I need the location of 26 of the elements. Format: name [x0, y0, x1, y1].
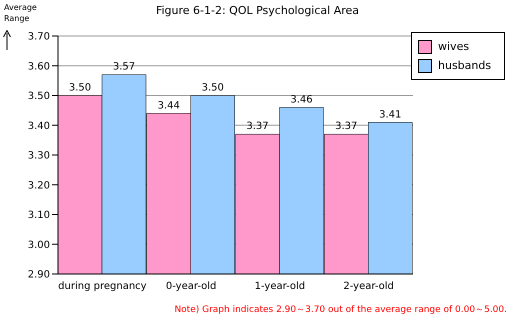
- y-axis-title: Average Range: [4, 2, 38, 24]
- y-tick-label: 3.30: [28, 150, 50, 162]
- chart-title: Figure 6-1-2: QOL Psychological Area: [156, 4, 360, 17]
- y-tick-label: 3.10: [28, 210, 50, 222]
- data-label: 3.46: [290, 94, 313, 106]
- data-label: 3.37: [335, 121, 358, 132]
- data-label: 3.44: [158, 100, 180, 112]
- legend-label: husbands: [438, 59, 492, 72]
- legend-label: wives: [438, 40, 470, 53]
- text: Note) Graph indicates 2.90～3.70 out of the average range of 0.00～5.00.: [174, 304, 507, 316]
- x-tick-label: 0-year-old: [166, 281, 216, 292]
- data-label: 3.50: [202, 82, 224, 94]
- y-tick-label: 3.40: [28, 120, 50, 132]
- x-tick-label: 2-year-old: [343, 281, 394, 292]
- data-label: 3.50: [68, 82, 92, 94]
- data-label: 3.37: [246, 121, 269, 132]
- y-tick-label: 3.00: [28, 240, 50, 251]
- x-tick-label: during pregnancy: [58, 281, 147, 292]
- data-label: 3.57: [112, 62, 136, 73]
- y-tick-label: 3.50: [28, 91, 50, 102]
- y-tick-label: 2.90: [28, 270, 50, 281]
- y-tick-label: 3.70: [28, 32, 50, 43]
- y-tick-label: 3.60: [28, 61, 50, 72]
- data-label: 3.41: [379, 109, 402, 120]
- x-tick-label: 1-year-old: [254, 281, 306, 292]
- y-tick-label: 3.20: [28, 180, 50, 192]
